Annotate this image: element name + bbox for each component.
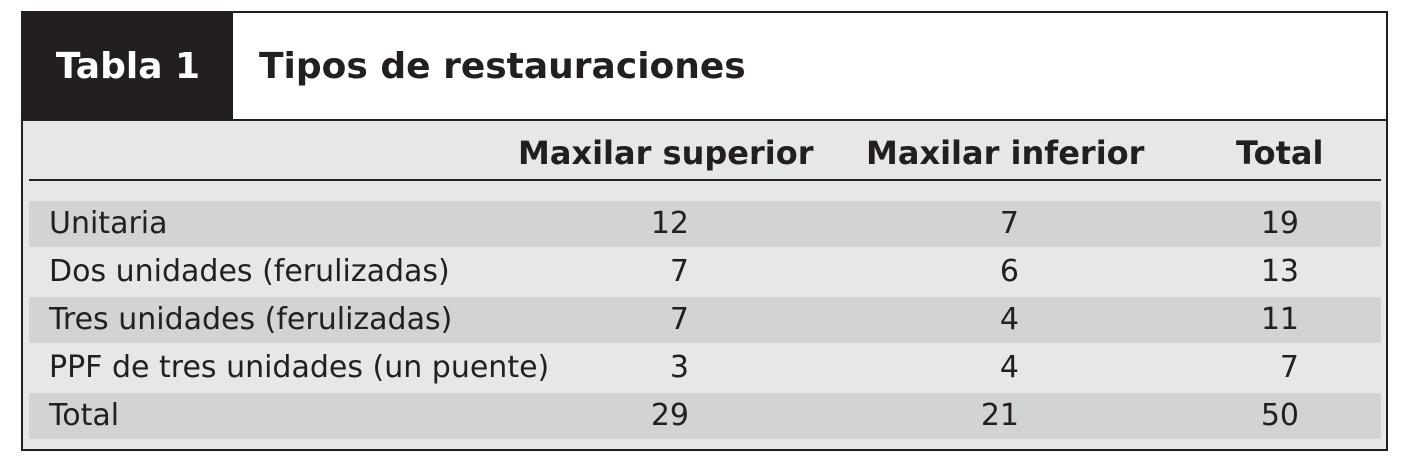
table-row: PPF de tres unidades (un puente) 3 4 7 bbox=[29, 345, 1381, 391]
cell-maxilar-inferior: 4 bbox=[999, 350, 1019, 385]
table-body: Maxilar superior Maxilar inferior Total … bbox=[23, 121, 1386, 449]
cell-total: 11 bbox=[1260, 302, 1299, 337]
cell-maxilar-superior: 29 bbox=[650, 398, 689, 433]
cell-total: 50 bbox=[1260, 398, 1299, 433]
row-label: Dos unidades (ferulizadas) bbox=[49, 254, 450, 289]
column-header-maxilar-superior: Maxilar superior bbox=[518, 134, 814, 172]
table-row: Unitaria 12 7 19 bbox=[29, 201, 1381, 247]
table-row-total: Total 29 21 50 bbox=[29, 393, 1381, 439]
table-title-bar: Tabla 1 Tipos de restauraciones bbox=[23, 13, 1386, 121]
cell-total: 19 bbox=[1260, 206, 1299, 241]
cell-maxilar-inferior: 4 bbox=[999, 302, 1019, 337]
row-label: Unitaria bbox=[49, 206, 168, 241]
cell-maxilar-superior: 12 bbox=[650, 206, 689, 241]
cell-maxilar-superior: 7 bbox=[669, 254, 689, 289]
cell-maxilar-superior: 7 bbox=[669, 302, 689, 337]
cell-maxilar-inferior: 21 bbox=[980, 398, 1019, 433]
cell-total: 13 bbox=[1260, 254, 1299, 289]
column-header-maxilar-inferior: Maxilar inferior bbox=[866, 134, 1145, 172]
row-label: Total bbox=[49, 398, 120, 433]
row-label: PPF de tres unidades (un puente) bbox=[49, 350, 550, 385]
cell-maxilar-superior: 3 bbox=[669, 350, 689, 385]
column-header-total: Total bbox=[1236, 134, 1324, 172]
table-frame: Tabla 1 Tipos de restauraciones Maxilar … bbox=[21, 11, 1388, 451]
header-divider bbox=[29, 179, 1381, 181]
table-row: Tres unidades (ferulizadas) 7 4 11 bbox=[29, 297, 1381, 343]
table-row: Dos unidades (ferulizadas) 7 6 13 bbox=[29, 249, 1381, 295]
table-title: Tipos de restauraciones bbox=[259, 45, 746, 87]
cell-maxilar-inferior: 7 bbox=[999, 206, 1019, 241]
cell-maxilar-inferior: 6 bbox=[999, 254, 1019, 289]
table-number-label: Tabla 1 bbox=[23, 13, 233, 119]
cell-total: 7 bbox=[1279, 350, 1299, 385]
row-label: Tres unidades (ferulizadas) bbox=[49, 302, 453, 337]
